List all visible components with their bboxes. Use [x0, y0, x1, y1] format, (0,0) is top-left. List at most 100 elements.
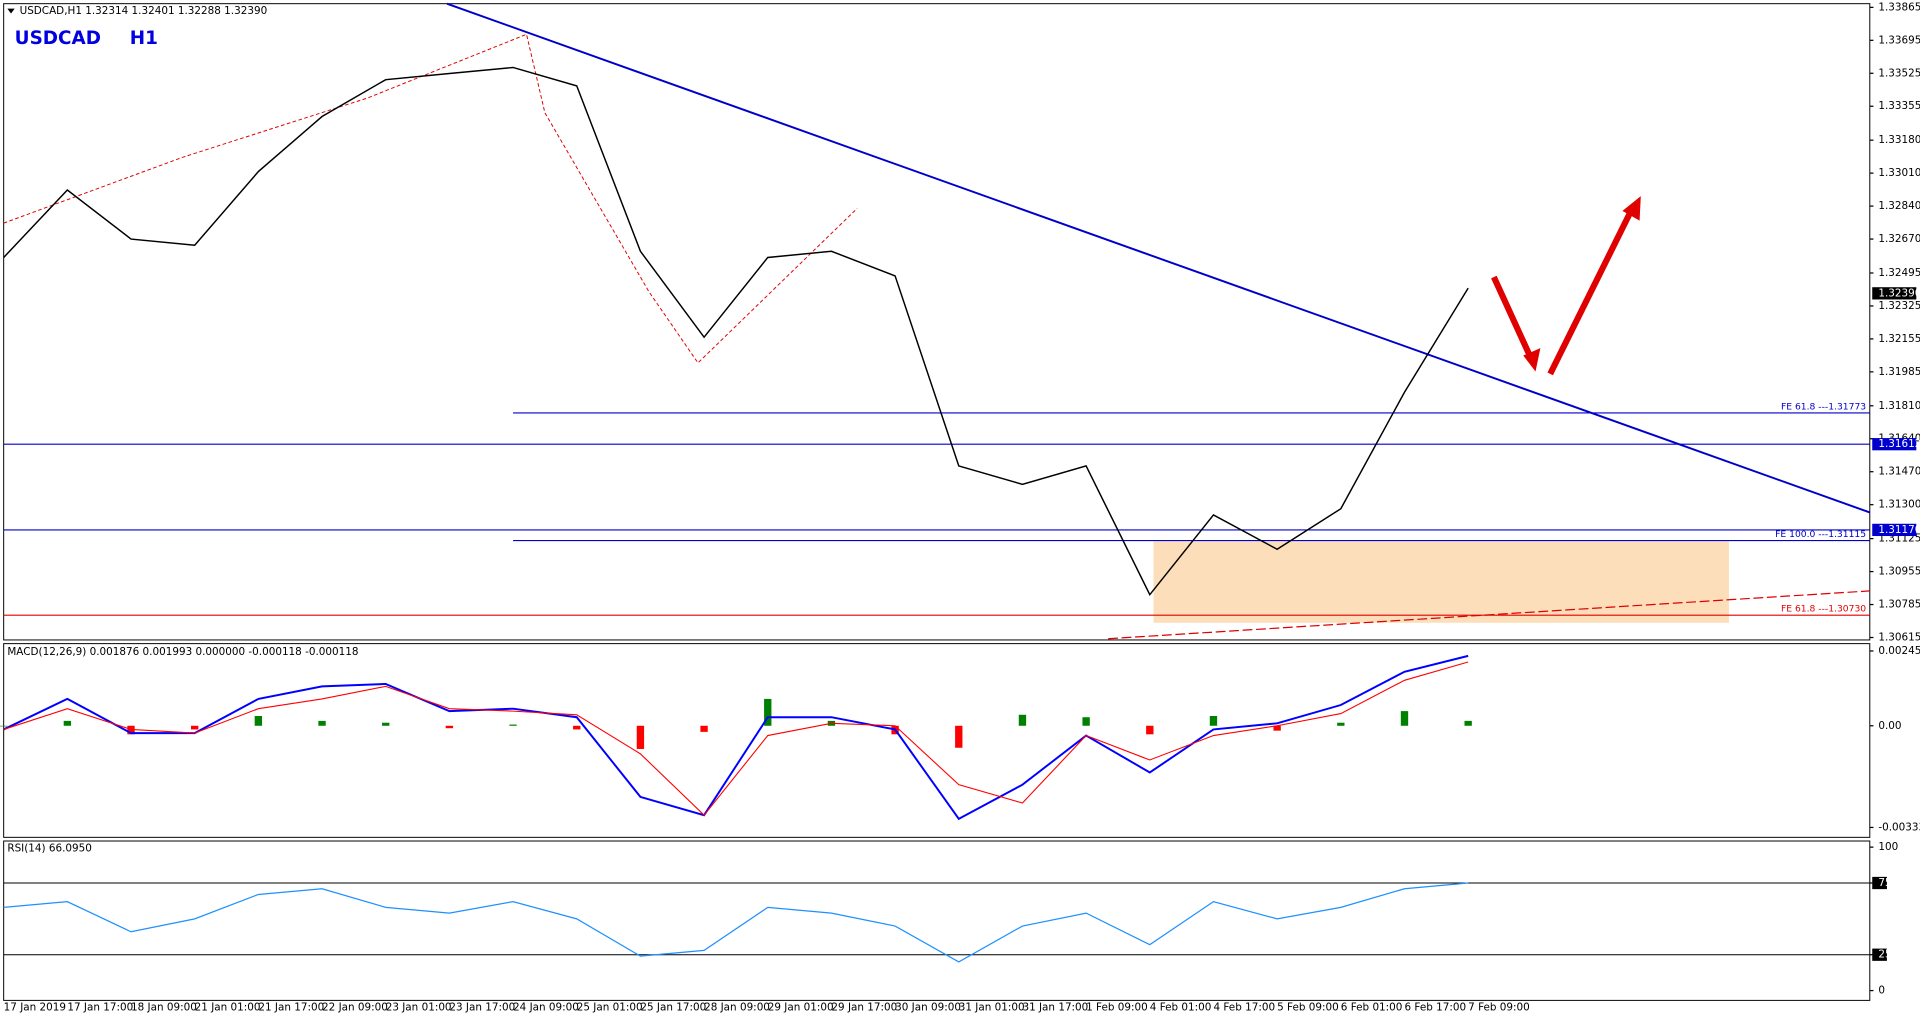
arrow-head [1622, 196, 1641, 221]
y-tick-label: 100 [1878, 841, 1898, 853]
level-label: FE 100.0 ---1.31115 [1775, 529, 1866, 540]
macd-bar [1464, 720, 1472, 726]
level-box [1872, 523, 1917, 537]
x-tick-label: 23 Jan 01:00 [386, 1002, 452, 1014]
x-tick-label: 6 Feb 17:00 [1404, 1002, 1466, 1014]
level-box [1872, 876, 1887, 890]
y-tick-label: 1.31985 [1878, 366, 1920, 378]
macd-bar [1082, 717, 1090, 726]
y-tick-label: 1.32670 [1878, 233, 1920, 245]
price-panel [3, 3, 1871, 641]
price-line [3, 66, 1469, 597]
macd-bar [1209, 716, 1218, 726]
y-tick-label: 0.00245 [1878, 645, 1920, 657]
macd-bar [636, 725, 645, 749]
macd-bar [127, 725, 135, 735]
x-tick-label: 17 Jan 2019 [4, 1002, 66, 1014]
timeframe: H1 [130, 28, 158, 49]
symbol: USDCAD [15, 28, 101, 49]
header-marker [7, 8, 15, 14]
y-tick-label: 1.31810 [1878, 400, 1920, 412]
y-tick-label: 1.31300 [1878, 499, 1920, 511]
y-tick-label: 0 [1878, 985, 1885, 997]
x-tick-label: 28 Jan 09:00 [704, 1002, 770, 1014]
x-tick-label: 7 Feb 09:00 [1468, 1002, 1530, 1014]
y-tick-label: 1.30955 [1878, 566, 1920, 578]
macd-bar [1273, 725, 1281, 731]
arrow-head [1523, 348, 1541, 372]
macd-line [3, 661, 1469, 817]
last-price-label: 1.32390 [1878, 287, 1920, 299]
y-tick-label: 1.33010 [1878, 167, 1920, 179]
y-tick-label: 1.32495 [1878, 267, 1920, 279]
macd-line [3, 654, 1469, 821]
x-tick-label: 21 Jan 01:00 [195, 1002, 261, 1014]
level-label: FE 61.8 ---1.31773 [1781, 401, 1866, 412]
x-tick-label: 29 Jan 17:00 [831, 1002, 897, 1014]
x-tick-label: 25 Jan 01:00 [577, 1002, 643, 1014]
y-tick-label: 1.33695 [1878, 34, 1920, 46]
rsi-panel [3, 840, 1871, 1001]
x-tick-label: 24 Jan 09:00 [513, 1002, 579, 1014]
level-label: 1.31170 [1878, 524, 1920, 536]
x-tick-label: 1 Feb 09:00 [1086, 1002, 1148, 1014]
y-tick-label: 0.00 [1878, 720, 1901, 732]
y-tick-label: 1.33525 [1878, 67, 1920, 79]
y-tick-label: 1.32155 [1878, 333, 1920, 345]
y-tick-label: 25 [1878, 949, 1891, 961]
x-tick-label: 29 Jan 01:00 [768, 1002, 834, 1014]
level-box [1872, 948, 1887, 961]
level-box [1872, 438, 1917, 451]
rsi-line [3, 882, 1469, 963]
macd-bar [1337, 722, 1345, 726]
macd-bar [764, 698, 772, 726]
x-tick-label: 30 Jan 09:00 [895, 1002, 961, 1014]
y-tick-label: 1.33865 [1878, 1, 1920, 13]
y-tick-label: 1.32325 [1878, 300, 1920, 312]
x-tick-label: 22 Jan 09:00 [322, 1002, 388, 1014]
level-label: 1.31612 [1878, 438, 1920, 450]
x-tick-label: 4 Feb 01:00 [1150, 1002, 1212, 1014]
trend-line [446, 2, 1871, 514]
x-tick-label: 31 Jan 17:00 [1022, 1002, 1088, 1014]
y-tick-label: 1.30785 [1878, 599, 1920, 611]
x-tick-label: 25 Jan 17:00 [640, 1002, 706, 1014]
x-tick-label: 21 Jan 17:00 [258, 1002, 324, 1014]
macd-bar [63, 720, 72, 726]
macd-bar [955, 725, 963, 748]
x-tick-label: 31 Jan 01:00 [959, 1002, 1025, 1014]
y-tick-label: 1.33180 [1878, 134, 1920, 146]
x-tick-label: 18 Jan 09:00 [131, 1002, 197, 1014]
macd-bar [1400, 711, 1409, 726]
x-tick-label: 23 Jan 17:00 [449, 1002, 515, 1014]
x-tick-label: 6 Feb 01:00 [1341, 1002, 1403, 1014]
rsi-title: RSI(14) 66.0950 [7, 842, 92, 854]
macd-title: MACD(12,26,9) 0.001876 0.001993 0.000000… [7, 646, 358, 658]
macd-bar [445, 725, 454, 729]
last-price-box [1872, 287, 1917, 300]
macd-bar [700, 725, 708, 732]
target-zone [1153, 540, 1729, 623]
macd-bar [254, 716, 263, 726]
macd-bar [191, 725, 199, 730]
y-tick-label: 1.32840 [1878, 200, 1920, 212]
arrow-down [1491, 275, 1536, 365]
y-tick-label: 1.33355 [1878, 100, 1920, 112]
macd-panel [3, 643, 1871, 838]
level-label: FE 61.8 ---1.30730 [1781, 604, 1866, 615]
y-tick-label: 1.30615 [1878, 631, 1920, 643]
x-tick-label: 5 Feb 09:00 [1277, 1002, 1339, 1014]
y-tick-label: -0.003331 [1878, 821, 1920, 833]
macd-bar [573, 725, 581, 730]
macd-bar [509, 724, 517, 726]
x-tick-label: 17 Jan 17:00 [67, 1002, 133, 1014]
arrow-up [1547, 207, 1635, 376]
x-tick-label: 4 Feb 17:00 [1213, 1002, 1275, 1014]
macd-bar [1146, 725, 1154, 735]
y-tick-label: 1.31470 [1878, 466, 1920, 478]
macd-bar [0, 725, 8, 727]
macd-bar [1018, 714, 1027, 726]
